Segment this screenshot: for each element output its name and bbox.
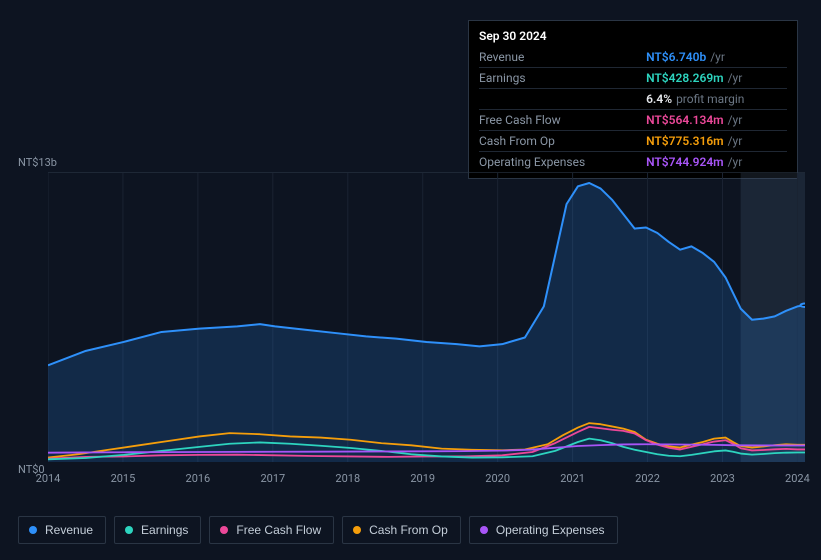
x-axis-year: 2016: [186, 472, 211, 485]
x-axis-year: 2017: [260, 472, 285, 485]
legend-dot: [480, 526, 488, 534]
legend-toggle-operating-expenses[interactable]: Operating Expenses: [469, 516, 618, 544]
x-axis-year: 2020: [485, 472, 510, 485]
legend-dot: [353, 526, 361, 534]
tooltip-row-value: NT$775.316m/yr: [622, 131, 787, 152]
legend-toggle-earnings[interactable]: Earnings: [114, 516, 201, 544]
x-axis-year: 2023: [710, 472, 735, 485]
tooltip-row-label: Cash From Op: [479, 131, 622, 152]
x-axis-year: 2018: [335, 472, 360, 485]
legend-dot: [220, 526, 228, 534]
series-fill-revenue: [48, 183, 805, 462]
tooltip-row: EarningsNT$428.269m/yr: [479, 68, 787, 89]
tooltip-row-value: NT$6.740b/yr: [622, 47, 787, 68]
legend-dot: [29, 526, 37, 534]
legend-label: Earnings: [141, 523, 188, 537]
tooltip-row-value: NT$564.134m/yr: [622, 110, 787, 131]
hover-tooltip: Sep 30 2024 RevenueNT$6.740b/yrEarningsN…: [468, 20, 798, 179]
tooltip-row-label: Revenue: [479, 47, 622, 68]
legend-label: Cash From Op: [369, 523, 448, 537]
x-axis-year: 2024: [785, 472, 810, 485]
x-axis-labels: 2014201520162017201820192020202120222023…: [48, 472, 805, 488]
x-axis-year: 2019: [410, 472, 435, 485]
tooltip-row: 6.4%profit margin: [479, 89, 787, 110]
tooltip-row-value: 6.4%profit margin: [622, 89, 787, 110]
y-axis-max-label: NT$13b: [18, 156, 57, 169]
x-axis-year: 2014: [36, 472, 61, 485]
legend-toggle-free-cash-flow[interactable]: Free Cash Flow: [209, 516, 334, 544]
x-axis-year: 2021: [560, 472, 585, 485]
tooltip-row: Cash From OpNT$775.316m/yr: [479, 131, 787, 152]
legend-label: Operating Expenses: [496, 523, 605, 537]
legend: Revenue Earnings Free Cash Flow Cash From O…: [18, 516, 618, 544]
tooltip-row-label: Free Cash Flow: [479, 110, 622, 131]
legend-label: Free Cash Flow: [236, 523, 321, 537]
x-axis-year: 2022: [635, 472, 660, 485]
tooltip-row: Free Cash FlowNT$564.134m/yr: [479, 110, 787, 131]
tooltip-row-value: NT$428.269m/yr: [622, 68, 787, 89]
tooltip-table: RevenueNT$6.740b/yrEarningsNT$428.269m/y…: [479, 47, 787, 172]
plot-surface[interactable]: [48, 172, 805, 462]
x-axis-year: 2015: [111, 472, 136, 485]
tooltip-date: Sep 30 2024: [479, 27, 787, 45]
series-end-marker[interactable]: [800, 304, 805, 307]
tooltip-row: RevenueNT$6.740b/yr: [479, 47, 787, 68]
legend-label: Revenue: [45, 523, 93, 537]
legend-dot: [125, 526, 133, 534]
legend-toggle-cash-from-op[interactable]: Cash From Op: [342, 516, 461, 544]
legend-toggle-revenue[interactable]: Revenue: [18, 516, 106, 544]
tooltip-row-label: [479, 89, 622, 110]
chart-area[interactable]: NT$13b NT$0 2014201520162017201820192020…: [18, 158, 805, 488]
tooltip-row-label: Earnings: [479, 68, 622, 89]
